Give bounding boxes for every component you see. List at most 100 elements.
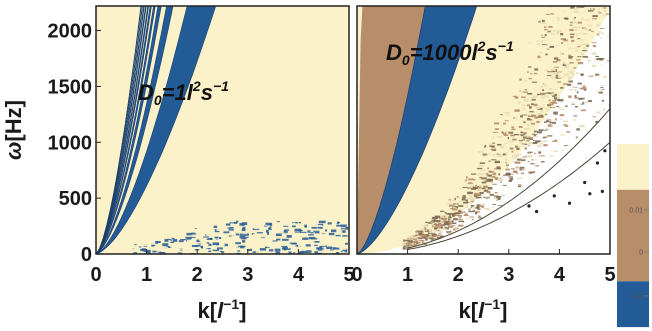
- left-noise-cell: [266, 232, 273, 235]
- left-noise-cell: [322, 249, 328, 252]
- right-annotation-eq: =1000: [410, 40, 473, 65]
- right-noise-cell: [515, 165, 519, 168]
- right-noise-cell: [581, 97, 585, 100]
- right-noise-cell: [462, 195, 466, 197]
- left-noise-cell: [317, 248, 325, 251]
- left-noise-cell: [228, 229, 234, 231]
- right-noise-cell: [568, 80, 573, 83]
- left-annotation-unit-sup: 2: [192, 78, 201, 94]
- right-noise-cell: [435, 229, 438, 232]
- left-noise-cell: [336, 224, 343, 227]
- left-noise-cell: [218, 241, 223, 243]
- right-noise-cell: [516, 147, 520, 150]
- right-noise-cell: [523, 99, 528, 101]
- left-noise-cell: [300, 250, 308, 253]
- right-noise-cell: [554, 72, 559, 74]
- right-noise-cell: [545, 95, 549, 98]
- right-noise-cell: [584, 57, 590, 59]
- right-noise-cell: [563, 83, 569, 85]
- right-noise-cell: [412, 240, 418, 243]
- right-noise-cell: [525, 123, 531, 126]
- left-band-1: [96, 6, 216, 254]
- left-noise-cell: [165, 237, 172, 239]
- right-noise-cell: [433, 238, 439, 239]
- right-noise-cell: [540, 142, 543, 145]
- left-noise-cell: [283, 225, 289, 227]
- right-noise-cell: [449, 214, 451, 217]
- right-noise-cell: [484, 172, 487, 174]
- right-noise-cell: [473, 193, 478, 195]
- right-noise-cell: [418, 238, 420, 241]
- right-noise-cell: [555, 76, 559, 79]
- right-noise-cell: [605, 13, 610, 15]
- left-noise-cell: [196, 239, 200, 242]
- right-noise-cell: [577, 21, 582, 24]
- right-noise-cell: [484, 208, 491, 211]
- right-noise-cell: [450, 208, 453, 210]
- right-noise-cell: [542, 19, 545, 22]
- right-noise-cell: [438, 223, 444, 226]
- right-x-tick-label: 3: [503, 264, 514, 286]
- right-region-blue: [357, 6, 477, 254]
- right-noise-cell: [554, 46, 556, 49]
- right-noise-cell: [457, 215, 463, 217]
- right-noise-cell: [553, 94, 557, 97]
- right-noise-cell: [415, 234, 418, 237]
- right-noise-cell: [477, 208, 481, 210]
- left-noise-cell: [255, 236, 262, 238]
- left-noise-cell: [333, 247, 340, 250]
- right-noise-cell: [524, 99, 529, 102]
- right-xlabel-suffix: ]: [500, 298, 507, 323]
- right-noise-cell: [431, 233, 437, 236]
- left-noise-cell: [305, 244, 311, 247]
- right-noise-cell: [524, 146, 527, 148]
- right-noise-cell: [564, 73, 569, 76]
- right-noise-cell: [511, 128, 516, 130]
- right-noise-cell: [476, 204, 480, 207]
- right-noise-cell: [577, 46, 581, 48]
- left-band-edge-14: [96, 6, 145, 254]
- right-noise-cell: [470, 185, 474, 187]
- right-noise-cell: [574, 88, 577, 91]
- right-noise-cell: [548, 88, 553, 90]
- right-noise-cell: [524, 98, 526, 100]
- right-noise-cell: [454, 212, 460, 215]
- left-noise-cell: [282, 238, 289, 241]
- right-noise-cell: [587, 29, 589, 32]
- right-dot: [567, 201, 572, 205]
- right-noise-cell: [458, 201, 463, 203]
- right-noise-cell: [450, 223, 453, 225]
- right-noise-cell: [562, 10, 565, 13]
- left-noise-cell: [285, 230, 288, 233]
- left-noise-cell: [162, 246, 169, 250]
- right-noise-cell: [410, 236, 415, 238]
- right-noise-cell: [571, 39, 575, 42]
- left-noise-cell: [260, 234, 266, 238]
- right-noise-cell: [500, 146, 504, 149]
- right-noise-cell: [544, 113, 547, 115]
- right-noise-cell: [541, 21, 547, 24]
- right-noise-cell: [470, 186, 474, 189]
- right-noise-cell: [572, 86, 578, 88]
- left-y-tick-label: 500: [59, 188, 92, 210]
- right-noise-cell: [553, 111, 558, 114]
- right-noise-cell: [407, 238, 411, 240]
- left-noise-cell: [345, 238, 349, 240]
- left-noise-cell: [267, 229, 274, 232]
- right-noise-cell: [470, 205, 475, 207]
- right-noise-cell: [523, 135, 527, 137]
- right-noise-cell: [544, 130, 548, 131]
- right-noise-cell: [523, 128, 529, 130]
- right-noise-cell: [468, 198, 474, 200]
- right-noise-cell: [468, 194, 471, 196]
- right-noise-cell: [527, 92, 533, 95]
- right-noise-cell: [568, 95, 572, 98]
- right-noise-cell: [563, 124, 568, 126]
- right-noise-cell: [523, 121, 526, 124]
- left-noise-cell: [146, 249, 151, 252]
- right-noise-cell: [544, 34, 547, 37]
- right-noise-cell: [556, 77, 561, 79]
- right-noise-cell: [458, 211, 462, 213]
- right-noise-cell: [556, 45, 560, 46]
